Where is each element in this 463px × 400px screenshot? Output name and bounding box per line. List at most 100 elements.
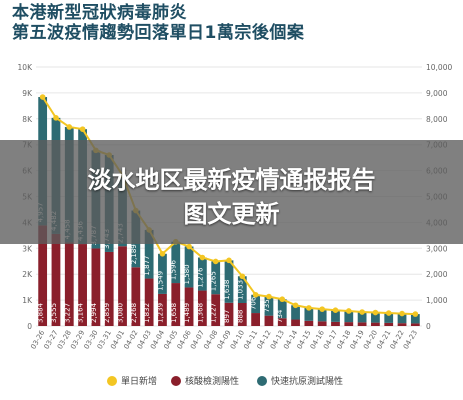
legend-label: 單日新增 (121, 375, 157, 387)
line-point (79, 126, 86, 132)
y-tick-label-right: 9,000 (426, 89, 448, 98)
bar-pcr (38, 225, 48, 326)
legend-swatch (257, 376, 267, 386)
y-tick-label-left: 0 (27, 322, 32, 331)
data-label-rat: 1,877 (143, 256, 151, 276)
bar-pcr (304, 320, 314, 326)
data-label-rat: 1,638 (223, 280, 231, 300)
overlay-title-line1: 淡水地区最新疫情通报报告 (87, 166, 376, 194)
legend-label: 核酸檢測陽性 (185, 375, 239, 387)
bar-rat (264, 296, 274, 316)
data-label-pcr: 734 (276, 309, 284, 323)
chart-title-line1: 本港新型冠狀病毒肺炎 (12, 3, 187, 23)
y-tick-label-right: 2,000 (426, 270, 448, 279)
line-point (212, 258, 219, 265)
line-point (226, 257, 232, 264)
data-label-pcr: 2,268 (130, 303, 138, 323)
data-label-pcr: 3,884 (37, 302, 45, 323)
line-point (252, 291, 259, 298)
bar-pcr (91, 248, 101, 326)
line-point (319, 306, 325, 312)
bar-pcr (331, 321, 340, 326)
bar-rat (397, 313, 407, 324)
bar-pcr (291, 319, 300, 326)
line-point (266, 293, 272, 300)
bar-rat (171, 241, 181, 284)
line-point (239, 273, 246, 280)
bar-rat (197, 257, 207, 291)
bar-rat (224, 260, 234, 303)
y-tick-label-right: 1,000 (426, 296, 448, 305)
legend-swatch (107, 376, 117, 386)
data-label-rat: 1,276 (196, 267, 204, 288)
bar-pcr (397, 323, 407, 326)
line-point (385, 310, 392, 316)
bar-pcr (184, 287, 194, 326)
bar-pcr (131, 267, 141, 326)
bar-pcr (410, 323, 420, 326)
line-point (292, 302, 299, 309)
bar-rat (357, 312, 367, 323)
overlay-banner (0, 140, 463, 244)
data-label-pcr: 2,859 (103, 303, 111, 323)
bar-pcr (357, 322, 367, 326)
bar-pcr (317, 321, 327, 326)
bar-rat (144, 229, 154, 279)
bar-rat (317, 309, 327, 322)
bar-pcr (344, 322, 354, 326)
bar-pcr (197, 290, 207, 326)
line-point (399, 310, 405, 317)
bar-rat (184, 246, 194, 288)
bar-rat (384, 313, 394, 323)
bar-rat (251, 294, 261, 314)
data-label-pcr: 3,164 (77, 302, 85, 323)
bar-rat (304, 307, 314, 321)
bar-pcr (384, 322, 394, 326)
data-label-rat: 1,596 (170, 259, 178, 280)
data-label-pcr: 3,227 (63, 303, 71, 323)
line-point (186, 243, 192, 250)
line-point (345, 308, 352, 314)
bar-rat (331, 310, 340, 322)
data-label-pcr: 1,489 (183, 303, 191, 323)
data-label-pcr: 1,832 (143, 303, 151, 323)
bar-rat (410, 314, 420, 324)
data-label-rat: 706 (250, 296, 258, 310)
data-label-pcr: 3,555 (50, 303, 58, 323)
data-label-rat: 1,580 (183, 264, 191, 284)
data-label-pcr: 897 (223, 310, 231, 323)
data-label-rat: 1,033 (236, 280, 244, 300)
bar-pcr (104, 251, 114, 326)
bar-rat (237, 276, 247, 304)
data-label-pcr: 2,994 (90, 302, 98, 323)
bar-pcr (158, 293, 167, 326)
y-tick-label-left: 2K (22, 270, 33, 279)
x-tick-label: 04-23 (402, 329, 419, 351)
bar-pcr (211, 294, 221, 326)
bar-rat (211, 261, 221, 295)
bar-pcr (144, 278, 154, 326)
line-point (412, 311, 419, 317)
data-label-rat: 2,189 (130, 244, 138, 264)
line-point (39, 94, 46, 100)
y-tick-label-right: 0 (426, 322, 431, 331)
y-tick-label-left: 9K (22, 89, 33, 98)
y-tick-label-right: 3,000 (426, 244, 448, 253)
overlay-title-line2: 图文更新 (183, 200, 280, 228)
bar-rat (371, 312, 380, 323)
y-tick-label-left: 1K (22, 296, 33, 305)
bar-pcr (51, 233, 61, 326)
bar-pcr (64, 242, 74, 326)
data-label-pcr: 3,080 (117, 303, 125, 323)
line-point (279, 296, 286, 303)
bar-rat (158, 253, 167, 294)
data-label-pcr: 1,227 (210, 303, 218, 323)
bar-pcr (78, 244, 87, 326)
data-label-pcr: 1,239 (156, 303, 164, 323)
bar-pcr (237, 303, 247, 326)
line-point (66, 124, 73, 130)
y-tick-label-right: 8,000 (426, 115, 448, 124)
bar-pcr (264, 315, 274, 326)
line-point (159, 250, 166, 257)
legend-label: 快速抗原測試陽性 (271, 375, 343, 387)
